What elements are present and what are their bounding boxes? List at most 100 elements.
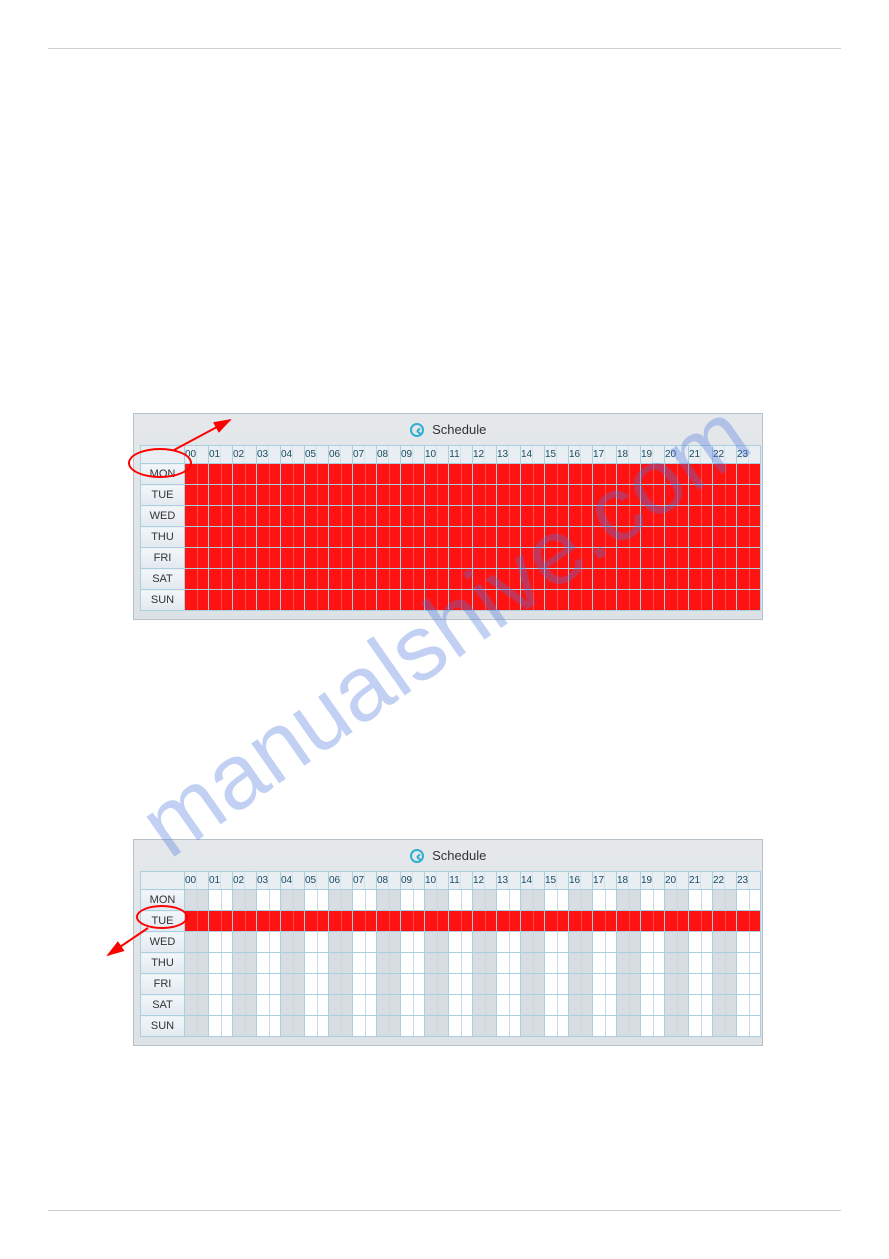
- schedule-cell[interactable]: [233, 548, 257, 569]
- schedule-cell[interactable]: [641, 932, 665, 953]
- schedule-cell[interactable]: [737, 911, 761, 932]
- hour-header[interactable]: 01: [209, 872, 233, 890]
- schedule-cell[interactable]: [545, 590, 569, 611]
- schedule-cell[interactable]: [353, 464, 377, 485]
- schedule-cell[interactable]: [233, 485, 257, 506]
- schedule-cell[interactable]: [593, 506, 617, 527]
- schedule-cell[interactable]: [521, 464, 545, 485]
- schedule-cell[interactable]: [737, 974, 761, 995]
- schedule-cell[interactable]: [401, 974, 425, 995]
- schedule-cell[interactable]: [209, 995, 233, 1016]
- schedule-cell[interactable]: [425, 590, 449, 611]
- schedule-cell[interactable]: [425, 953, 449, 974]
- schedule-cell[interactable]: [305, 527, 329, 548]
- schedule-cell[interactable]: [593, 974, 617, 995]
- hour-header[interactable]: 04: [281, 446, 305, 464]
- schedule-cell[interactable]: [713, 464, 737, 485]
- schedule-cell[interactable]: [641, 548, 665, 569]
- schedule-cell[interactable]: [737, 569, 761, 590]
- schedule-cell[interactable]: [473, 464, 497, 485]
- schedule-cell[interactable]: [713, 911, 737, 932]
- schedule-cell[interactable]: [233, 953, 257, 974]
- schedule-cell[interactable]: [449, 932, 473, 953]
- schedule-cell[interactable]: [641, 506, 665, 527]
- hour-header[interactable]: 23: [737, 446, 761, 464]
- day-header[interactable]: THU: [141, 527, 185, 548]
- schedule-cell[interactable]: [329, 590, 353, 611]
- schedule-cell[interactable]: [449, 974, 473, 995]
- schedule-cell[interactable]: [233, 569, 257, 590]
- day-header[interactable]: FRI: [141, 974, 185, 995]
- schedule-cell[interactable]: [353, 890, 377, 911]
- schedule-cell[interactable]: [281, 548, 305, 569]
- hour-header[interactable]: 06: [329, 446, 353, 464]
- hour-header[interactable]: 10: [425, 446, 449, 464]
- schedule-cell[interactable]: [449, 590, 473, 611]
- schedule-cell[interactable]: [425, 464, 449, 485]
- schedule-cell[interactable]: [281, 953, 305, 974]
- schedule-cell[interactable]: [401, 506, 425, 527]
- schedule-cell[interactable]: [641, 485, 665, 506]
- schedule-cell[interactable]: [401, 890, 425, 911]
- schedule-cell[interactable]: [329, 911, 353, 932]
- hour-header[interactable]: 19: [641, 872, 665, 890]
- schedule-grid-2[interactable]: 0001020304050607080910111213141516171819…: [140, 871, 761, 1037]
- hour-header[interactable]: 13: [497, 446, 521, 464]
- schedule-cell[interactable]: [233, 527, 257, 548]
- schedule-cell[interactable]: [617, 464, 641, 485]
- schedule-cell[interactable]: [689, 464, 713, 485]
- schedule-cell[interactable]: [281, 569, 305, 590]
- schedule-cell[interactable]: [665, 527, 689, 548]
- schedule-cell[interactable]: [617, 590, 641, 611]
- schedule-cell[interactable]: [593, 1016, 617, 1037]
- schedule-cell[interactable]: [281, 464, 305, 485]
- schedule-cell[interactable]: [665, 995, 689, 1016]
- schedule-grid-1[interactable]: 0001020304050607080910111213141516171819…: [140, 445, 761, 611]
- schedule-cell[interactable]: [545, 548, 569, 569]
- schedule-cell[interactable]: [521, 995, 545, 1016]
- schedule-cell[interactable]: [353, 506, 377, 527]
- schedule-cell[interactable]: [641, 995, 665, 1016]
- schedule-cell[interactable]: [257, 953, 281, 974]
- schedule-cell[interactable]: [521, 485, 545, 506]
- schedule-cell[interactable]: [641, 911, 665, 932]
- schedule-cell[interactable]: [329, 548, 353, 569]
- schedule-cell[interactable]: [689, 590, 713, 611]
- schedule-cell[interactable]: [641, 527, 665, 548]
- schedule-cell[interactable]: [281, 995, 305, 1016]
- hour-header[interactable]: 13: [497, 872, 521, 890]
- hour-header[interactable]: 17: [593, 446, 617, 464]
- schedule-cell[interactable]: [185, 953, 209, 974]
- schedule-cell[interactable]: [425, 548, 449, 569]
- schedule-cell[interactable]: [737, 953, 761, 974]
- schedule-cell[interactable]: [497, 1016, 521, 1037]
- schedule-cell[interactable]: [281, 932, 305, 953]
- schedule-cell[interactable]: [617, 974, 641, 995]
- schedule-cell[interactable]: [569, 995, 593, 1016]
- schedule-cell[interactable]: [713, 569, 737, 590]
- schedule-cell[interactable]: [665, 911, 689, 932]
- schedule-cell[interactable]: [593, 548, 617, 569]
- schedule-cell[interactable]: [377, 506, 401, 527]
- schedule-cell[interactable]: [737, 464, 761, 485]
- schedule-cell[interactable]: [617, 506, 641, 527]
- schedule-cell[interactable]: [401, 911, 425, 932]
- hour-header[interactable]: 18: [617, 872, 641, 890]
- day-header[interactable]: WED: [141, 506, 185, 527]
- hour-header[interactable]: 03: [257, 872, 281, 890]
- schedule-cell[interactable]: [257, 890, 281, 911]
- schedule-cell[interactable]: [617, 995, 641, 1016]
- schedule-cell[interactable]: [257, 506, 281, 527]
- schedule-cell[interactable]: [737, 485, 761, 506]
- schedule-cell[interactable]: [233, 506, 257, 527]
- schedule-cell[interactable]: [377, 953, 401, 974]
- schedule-cell[interactable]: [713, 974, 737, 995]
- schedule-cell[interactable]: [281, 911, 305, 932]
- schedule-cell[interactable]: [521, 1016, 545, 1037]
- hour-header[interactable]: 17: [593, 872, 617, 890]
- schedule-cell[interactable]: [425, 995, 449, 1016]
- schedule-cell[interactable]: [425, 506, 449, 527]
- schedule-cell[interactable]: [401, 953, 425, 974]
- schedule-cell[interactable]: [473, 911, 497, 932]
- schedule-cell[interactable]: [593, 995, 617, 1016]
